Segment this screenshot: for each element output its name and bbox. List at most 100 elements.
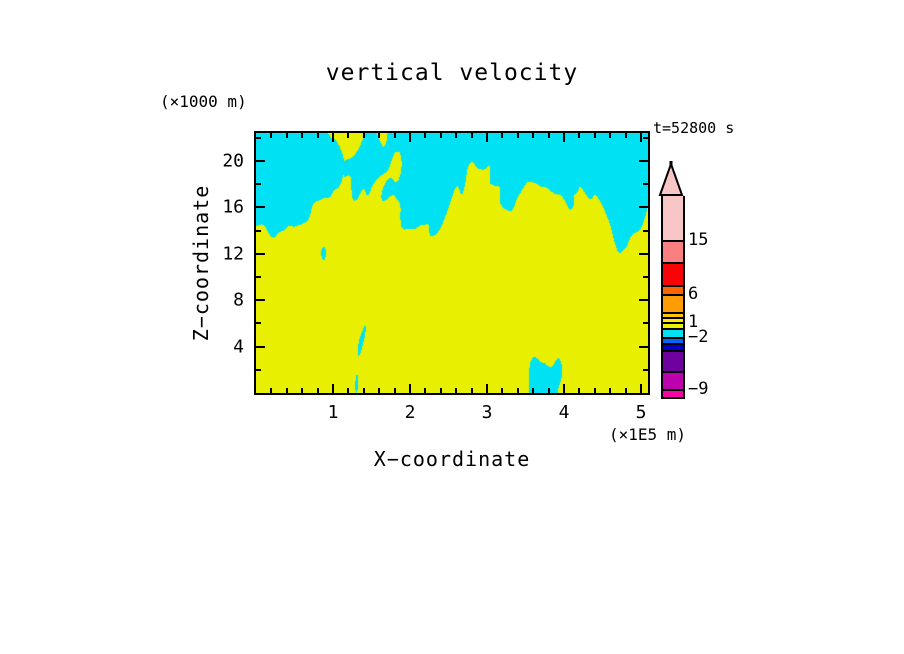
- major-tick: [639, 252, 648, 255]
- minor-tick: [516, 388, 519, 393]
- y-axis-unit-label: (×1000 m): [160, 92, 247, 111]
- minor-tick: [609, 388, 612, 393]
- minor-tick: [593, 133, 596, 138]
- timestamp-label: t=52800 s: [653, 119, 735, 137]
- major-tick: [256, 345, 265, 348]
- minor-tick: [501, 388, 504, 393]
- major-tick: [256, 299, 265, 302]
- minor-tick: [256, 368, 261, 371]
- minor-tick: [470, 133, 473, 138]
- minor-tick: [643, 229, 648, 232]
- minor-tick: [578, 388, 581, 393]
- y-tick-label: 12: [222, 243, 244, 265]
- colorbar-segment: [663, 240, 683, 262]
- major-tick: [639, 206, 648, 209]
- minor-tick: [301, 388, 304, 393]
- colorbar-level-label: −2: [688, 327, 709, 347]
- minor-tick: [393, 133, 396, 138]
- velocity-field-image: [256, 133, 648, 393]
- minor-tick: [285, 133, 288, 138]
- colorbar-level-label: 1: [688, 312, 699, 332]
- major-tick: [563, 384, 566, 393]
- minor-tick: [643, 322, 648, 325]
- colorbar-level-label: −9: [688, 379, 709, 399]
- minor-tick: [256, 136, 261, 139]
- minor-tick: [424, 388, 427, 393]
- minor-tick: [643, 183, 648, 186]
- minor-tick: [501, 133, 504, 138]
- minor-tick: [378, 133, 381, 138]
- y-tick-label: 4: [233, 336, 244, 358]
- colorbar-segment: [663, 343, 683, 350]
- major-tick: [409, 133, 412, 142]
- minor-tick: [347, 388, 350, 393]
- colorbar-segment: [663, 389, 683, 397]
- minor-tick: [393, 388, 396, 393]
- minor-tick: [643, 275, 648, 278]
- minor-tick: [455, 133, 458, 138]
- major-tick: [639, 299, 648, 302]
- minor-tick: [256, 229, 261, 232]
- minor-tick: [643, 136, 648, 139]
- colorbar-level-label: 6: [688, 284, 699, 304]
- colorbar-level-label: 15: [688, 230, 709, 250]
- minor-tick: [516, 133, 519, 138]
- minor-tick: [547, 388, 550, 393]
- minor-tick: [578, 133, 581, 138]
- minor-tick: [547, 133, 550, 138]
- colorbar-segment: [663, 371, 683, 389]
- y-tick-label: 16: [222, 196, 244, 218]
- minor-tick: [470, 388, 473, 393]
- minor-tick: [256, 275, 261, 278]
- major-tick: [639, 159, 648, 162]
- major-tick: [639, 345, 648, 348]
- colorbar: [661, 196, 685, 399]
- minor-tick: [643, 368, 648, 371]
- major-tick: [486, 384, 489, 393]
- major-tick: [563, 133, 566, 142]
- minor-tick: [609, 133, 612, 138]
- x-axis-unit-label: (×1E5 m): [608, 425, 686, 444]
- x-tick-label: 5: [635, 402, 647, 423]
- minor-tick: [532, 388, 535, 393]
- major-tick: [256, 159, 265, 162]
- minor-tick: [270, 388, 273, 393]
- chart-title: vertical velocity: [325, 60, 579, 86]
- colorbar-segment: [663, 285, 683, 294]
- minor-tick: [256, 322, 261, 325]
- minor-tick: [362, 133, 365, 138]
- x-tick-label: 3: [481, 402, 493, 423]
- colorbar-segment: [663, 317, 683, 322]
- colorbar-segment: [663, 312, 683, 317]
- major-tick: [256, 252, 265, 255]
- x-tick-label: 2: [404, 402, 416, 423]
- minor-tick: [455, 388, 458, 393]
- minor-tick: [316, 133, 319, 138]
- major-tick: [640, 133, 643, 142]
- colorbar-overflow-arrow: [658, 161, 684, 196]
- minor-tick: [378, 388, 381, 393]
- colorbar-segment: [663, 262, 683, 285]
- x-tick-label: 1: [327, 402, 339, 423]
- y-tick-label: 20: [222, 150, 244, 172]
- major-tick: [409, 384, 412, 393]
- minor-tick: [362, 388, 365, 393]
- colorbar-segment: [663, 196, 683, 240]
- colorbar-segment: [663, 294, 683, 312]
- minor-tick: [316, 388, 319, 393]
- colorbar-segment: [663, 322, 683, 328]
- minor-tick: [270, 133, 273, 138]
- minor-tick: [624, 133, 627, 138]
- colorbar-segment: [663, 350, 683, 371]
- x-tick-label: 4: [558, 402, 570, 423]
- major-tick: [486, 133, 489, 142]
- colorbar-segment: [663, 328, 683, 337]
- minor-tick: [624, 388, 627, 393]
- plot-area: [254, 131, 650, 395]
- minor-tick: [347, 133, 350, 138]
- minor-tick: [301, 133, 304, 138]
- minor-tick: [256, 183, 261, 186]
- minor-tick: [532, 133, 535, 138]
- minor-tick: [439, 388, 442, 393]
